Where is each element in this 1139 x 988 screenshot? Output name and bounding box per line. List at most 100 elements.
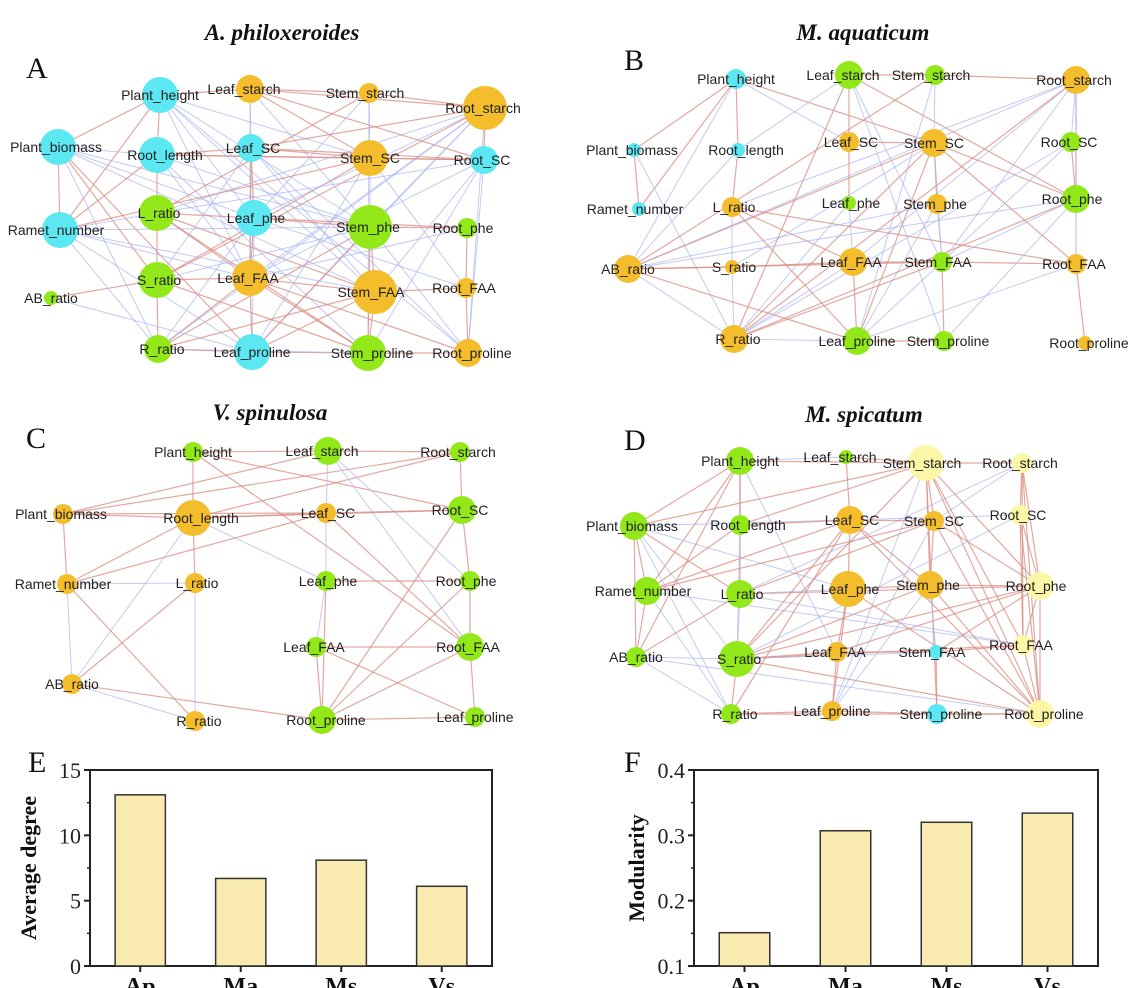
x-tick-label: Vs (428, 974, 455, 988)
network-node: Root_starch (1036, 66, 1112, 94)
network-node: Ramet_number (595, 577, 692, 605)
network-edge-negative (59, 229, 376, 293)
node-label: Leaf_proline (793, 703, 870, 719)
node-label: Root_proline (1004, 706, 1084, 722)
network-edge-positive (735, 78, 935, 144)
node-circle (927, 704, 947, 724)
network-edge-positive (249, 88, 485, 161)
x-tick-label: Ms (325, 974, 357, 988)
network-node: Leaf_proline (436, 707, 514, 727)
network-node: R_ratio (712, 704, 758, 724)
node-label: Stem_phe (336, 219, 400, 235)
node-circle (348, 205, 392, 249)
node-label: Leaf_SC (301, 505, 355, 521)
network-edge-negative (731, 142, 935, 268)
network-node: Leaf_SC (301, 503, 355, 523)
y-tick-label: 0.4 (658, 758, 686, 783)
network-node: Plant_biomass (586, 512, 678, 540)
node-circle (633, 577, 661, 605)
network-edge-positive (646, 520, 935, 592)
network-edge-positive (635, 593, 741, 658)
network-edge-positive (935, 651, 938, 715)
network-node: Leaf_phe (299, 571, 357, 591)
network-node: Leaf_SC (226, 134, 280, 162)
node-label: Root_phe (433, 220, 494, 236)
node-circle (460, 571, 480, 591)
network-node: Root_length (708, 142, 784, 158)
network-edge-positive (627, 74, 936, 270)
node-circle (139, 137, 175, 173)
network-edge-negative (831, 584, 931, 712)
network-edge-negative (156, 154, 251, 279)
network-node: Root_phe (436, 571, 497, 591)
network-edge-positive (633, 525, 741, 595)
node-circle (726, 447, 754, 475)
node-label: Stem_starch (892, 67, 971, 83)
network-edge-negative (250, 147, 376, 293)
network-edge-positive (731, 206, 1077, 265)
network-node: Root_proline (1004, 700, 1084, 728)
network-edge-positive (925, 462, 1024, 646)
network-node: Plant_height (154, 442, 232, 462)
network-edge-positive (941, 261, 945, 342)
node-circle (42, 212, 78, 248)
network-edge-positive (941, 261, 1077, 265)
node-circle (731, 143, 745, 157)
node-label: R_ratio (139, 341, 184, 357)
node-label: Stem_starch (883, 455, 962, 471)
network-node: AB_ratio (45, 674, 99, 694)
network-edge-negative (737, 74, 850, 151)
node-label: Root_SC (990, 507, 1047, 523)
network-edge-negative (159, 94, 255, 219)
node-circle (725, 260, 739, 274)
network-node: S_ratio (137, 262, 182, 298)
network-edge-negative (156, 159, 485, 214)
network-edge-positive (849, 519, 931, 586)
network-edge-negative (250, 147, 469, 354)
network-edge-positive (736, 658, 1041, 715)
node-label: Stem_FAA (905, 254, 973, 270)
network-edge-negative (933, 462, 1023, 522)
node-circle (827, 642, 847, 662)
node-circle (721, 704, 741, 724)
node-label: Leaf_proline (436, 709, 513, 725)
network-edge-negative (627, 203, 938, 270)
network-edge-positive (646, 519, 851, 592)
network-node: Root_proline (432, 339, 512, 367)
node-circle (359, 83, 379, 103)
network-edge-negative (253, 92, 370, 219)
node-label: Leaf_SC (824, 134, 878, 150)
network-node: Leaf_SC (825, 506, 879, 534)
node-circle (139, 195, 175, 231)
network-node: Root_length (163, 500, 239, 536)
network-edge-negative (733, 261, 854, 340)
node-label: Root_phe (436, 573, 497, 589)
network-node: Stem_starch (892, 65, 971, 85)
node-label: S_ratio (137, 272, 182, 288)
node-label: Leaf_SC (825, 512, 879, 528)
network-edge-negative (156, 154, 371, 228)
panel-title-b: M. aquaticum (796, 20, 930, 45)
x-tick-label: Ap (125, 974, 156, 988)
network-edge-negative (646, 590, 732, 715)
network-edge-positive (66, 583, 196, 722)
network-node: AB_ratio (609, 647, 663, 667)
network-edge-positive (848, 141, 935, 144)
network-edge-positive (831, 710, 938, 715)
node-circle (924, 511, 944, 531)
network-node: Stem_SC (340, 140, 400, 176)
node-label: Plant_biomass (10, 139, 102, 155)
node-circle (142, 77, 178, 113)
network-edge-negative (633, 149, 735, 340)
node-label: Leaf_starch (803, 449, 876, 465)
panel-title-a: A. philoxeroides (203, 20, 360, 45)
node-label: Ramet_number (595, 583, 692, 599)
bar-vs (1021, 812, 1074, 967)
node-label: Root_FAA (432, 280, 496, 296)
node-label: Ramet_number (15, 576, 112, 592)
node-label: L_ratio (176, 575, 219, 591)
network-node: AB_ratio (24, 290, 78, 306)
y-tick-label: 0.2 (658, 889, 686, 914)
node-label: R_ratio (176, 713, 221, 729)
node-circle (836, 506, 864, 534)
